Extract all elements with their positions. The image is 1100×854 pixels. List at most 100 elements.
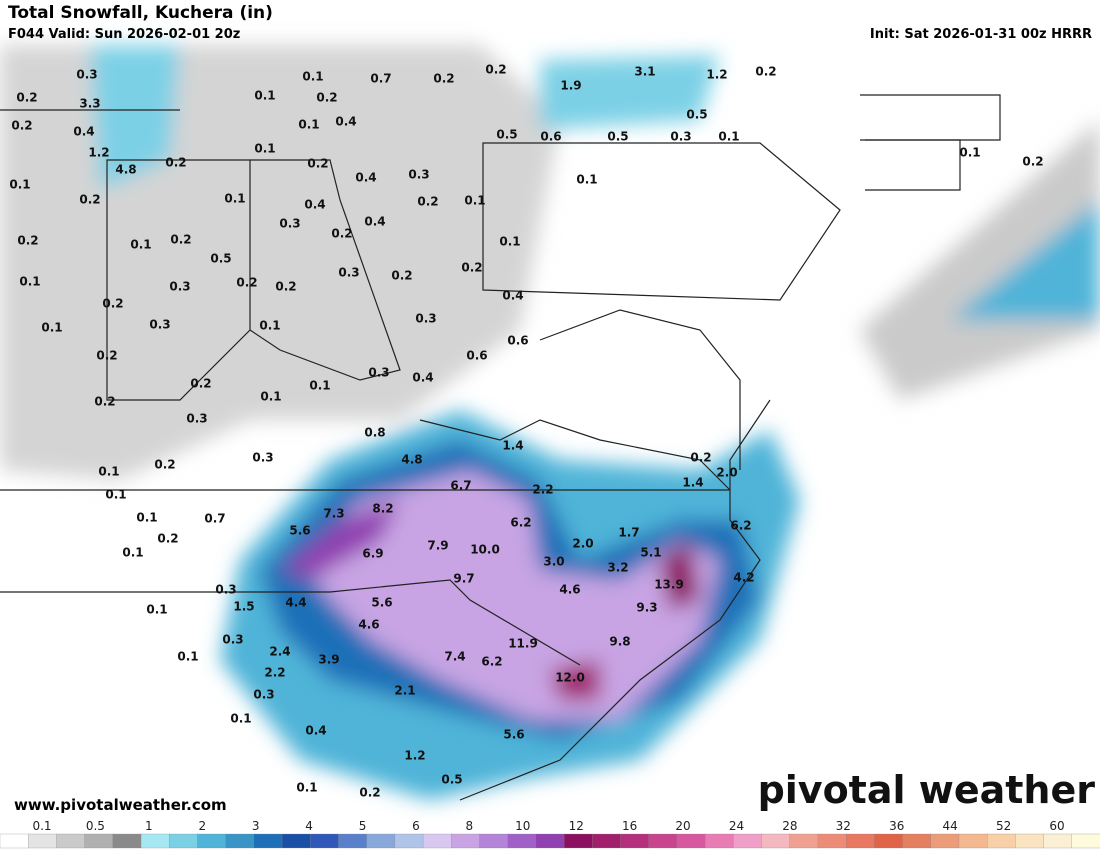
snowfall-label: 6.2 bbox=[510, 516, 531, 530]
snowfall-label: 0.6 bbox=[540, 130, 561, 144]
snowfall-label: 0.1 bbox=[122, 546, 143, 560]
snowfall-label: 0.1 bbox=[224, 192, 245, 206]
snowfall-label: 0.5 bbox=[686, 108, 707, 122]
snowfall-label: 0.1 bbox=[254, 89, 275, 103]
snowfall-label: 0.2 bbox=[461, 261, 482, 275]
snowfall-label: 2.4 bbox=[269, 645, 290, 659]
colorbar-cell bbox=[958, 833, 988, 849]
snowfall-label: 0.1 bbox=[98, 465, 119, 479]
colorbar-cell bbox=[563, 833, 593, 849]
colorbar-label: 8 bbox=[466, 819, 474, 833]
snowfall-label: 4.2 bbox=[733, 571, 754, 585]
colorbar-label: 24 bbox=[729, 819, 744, 833]
snowfall-label: 0.2 bbox=[154, 458, 175, 472]
snowfall-label: 0.1 bbox=[146, 603, 167, 617]
snowfall-label: 1.4 bbox=[502, 439, 523, 453]
snowfall-label: 5.6 bbox=[371, 596, 392, 610]
snowfall-label: 0.3 bbox=[76, 68, 97, 82]
snowfall-label: 0.1 bbox=[309, 379, 330, 393]
snowfall-label: 4.4 bbox=[285, 596, 306, 610]
colorbar-label: 32 bbox=[836, 819, 851, 833]
snowfall-label: 0.2 bbox=[1022, 155, 1043, 169]
site-url: www.pivotalweather.com bbox=[14, 796, 227, 814]
snowfall-label: 2.1 bbox=[394, 684, 415, 698]
colorbar-label: 20 bbox=[675, 819, 690, 833]
colorbar-cell bbox=[0, 833, 29, 849]
snowfall-label: 0.1 bbox=[959, 146, 980, 160]
colorbar-cell bbox=[84, 833, 114, 849]
snowfall-label: 3.9 bbox=[318, 653, 339, 667]
colorbar-cell bbox=[592, 833, 622, 849]
snowfall-label: 0.2 bbox=[16, 91, 37, 105]
colorbar-cell bbox=[253, 833, 283, 849]
snowfall-label: 0.1 bbox=[254, 142, 275, 156]
snowfall-label: 9.7 bbox=[453, 572, 474, 586]
colorbar-cell bbox=[479, 833, 509, 849]
snowfall-label: 1.2 bbox=[404, 749, 425, 763]
snowfall-label: 7.3 bbox=[323, 507, 344, 521]
snowfall-label: 0.5 bbox=[210, 252, 231, 266]
snowfall-label: 0.2 bbox=[331, 227, 352, 241]
colorbar-label: 52 bbox=[996, 819, 1011, 833]
snowfall-label: 1.2 bbox=[706, 68, 727, 82]
snowfall-label: 0.3 bbox=[169, 280, 190, 294]
title: Total Snowfall, Kuchera (in) bbox=[8, 3, 273, 23]
snowfall-label: 0.7 bbox=[370, 72, 391, 86]
snowfall-label: 2.2 bbox=[532, 483, 553, 497]
colorbar-label: 0.5 bbox=[86, 819, 105, 833]
snowfall-label: 0.2 bbox=[165, 156, 186, 170]
colorbar-label: 60 bbox=[1049, 819, 1064, 833]
colorbar-label: 5 bbox=[359, 819, 367, 833]
snowfall-label: 0.2 bbox=[485, 63, 506, 77]
snowfall-label: 5.6 bbox=[503, 728, 524, 742]
snowfall-label: 0.2 bbox=[433, 72, 454, 86]
snowfall-label: 0.5 bbox=[607, 130, 628, 144]
colorbar-cell bbox=[394, 833, 424, 849]
colorbar-cell bbox=[366, 833, 396, 849]
snowfall-label: 0.1 bbox=[302, 70, 323, 84]
snowfall-label: 0.1 bbox=[464, 194, 485, 208]
snowfall-label: 12.0 bbox=[555, 671, 585, 685]
colorbar-cell bbox=[422, 833, 452, 849]
snowfall-label: 0.2 bbox=[94, 395, 115, 409]
snowfall-label: 0.2 bbox=[391, 269, 412, 283]
snowfall-label: 0.2 bbox=[755, 65, 776, 79]
colorbar-label: 6 bbox=[412, 819, 420, 833]
colorbar-cell bbox=[930, 833, 960, 849]
colorbar-label: 0.1 bbox=[32, 819, 51, 833]
colorbar-cell bbox=[169, 833, 199, 849]
snowfall-label: 0.4 bbox=[305, 724, 326, 738]
snowfall-label: 4.8 bbox=[401, 453, 422, 467]
colorbar-cell bbox=[902, 833, 932, 849]
colorbar-cell bbox=[620, 833, 650, 849]
colorbar-cell bbox=[535, 833, 565, 849]
snowfall-label: 4.6 bbox=[559, 583, 580, 597]
snowfall-label: 6.2 bbox=[730, 519, 751, 533]
snowfall-label: 1.4 bbox=[682, 476, 703, 490]
snowfall-label: 0.4 bbox=[355, 171, 376, 185]
snowfall-label: 0.2 bbox=[170, 233, 191, 247]
colorbar-label: 12 bbox=[569, 819, 584, 833]
snowfall-label: 0.1 bbox=[19, 275, 40, 289]
snowfall-label: 4.8 bbox=[115, 163, 136, 177]
valid-time: F044 Valid: Sun 2026-02-01 20z bbox=[8, 27, 240, 42]
snowfall-label: 0.5 bbox=[441, 773, 462, 787]
colorbar-label: 44 bbox=[943, 819, 958, 833]
colorbar-cell bbox=[733, 833, 763, 849]
snowfall-label: 3.0 bbox=[543, 555, 564, 569]
snowfall-label: 13.9 bbox=[654, 578, 684, 592]
colorbar-cell bbox=[140, 833, 170, 849]
snowfall-label: 0.4 bbox=[412, 371, 433, 385]
snowfall-label: 1.2 bbox=[88, 146, 109, 160]
snowfall-label: 5.1 bbox=[640, 546, 661, 560]
snowfall-label: 0.4 bbox=[364, 215, 385, 229]
colorbar-label: 1 bbox=[145, 819, 153, 833]
snowfall-label: 0.1 bbox=[105, 488, 126, 502]
snowfall-label: 4.6 bbox=[358, 618, 379, 632]
snowfall-label: 0.2 bbox=[17, 234, 38, 248]
snowfall-label: 8.2 bbox=[372, 502, 393, 516]
snowfall-label: 0.1 bbox=[259, 319, 280, 333]
colorbar-cell bbox=[1071, 833, 1100, 849]
snowfall-label: 10.0 bbox=[470, 543, 500, 557]
